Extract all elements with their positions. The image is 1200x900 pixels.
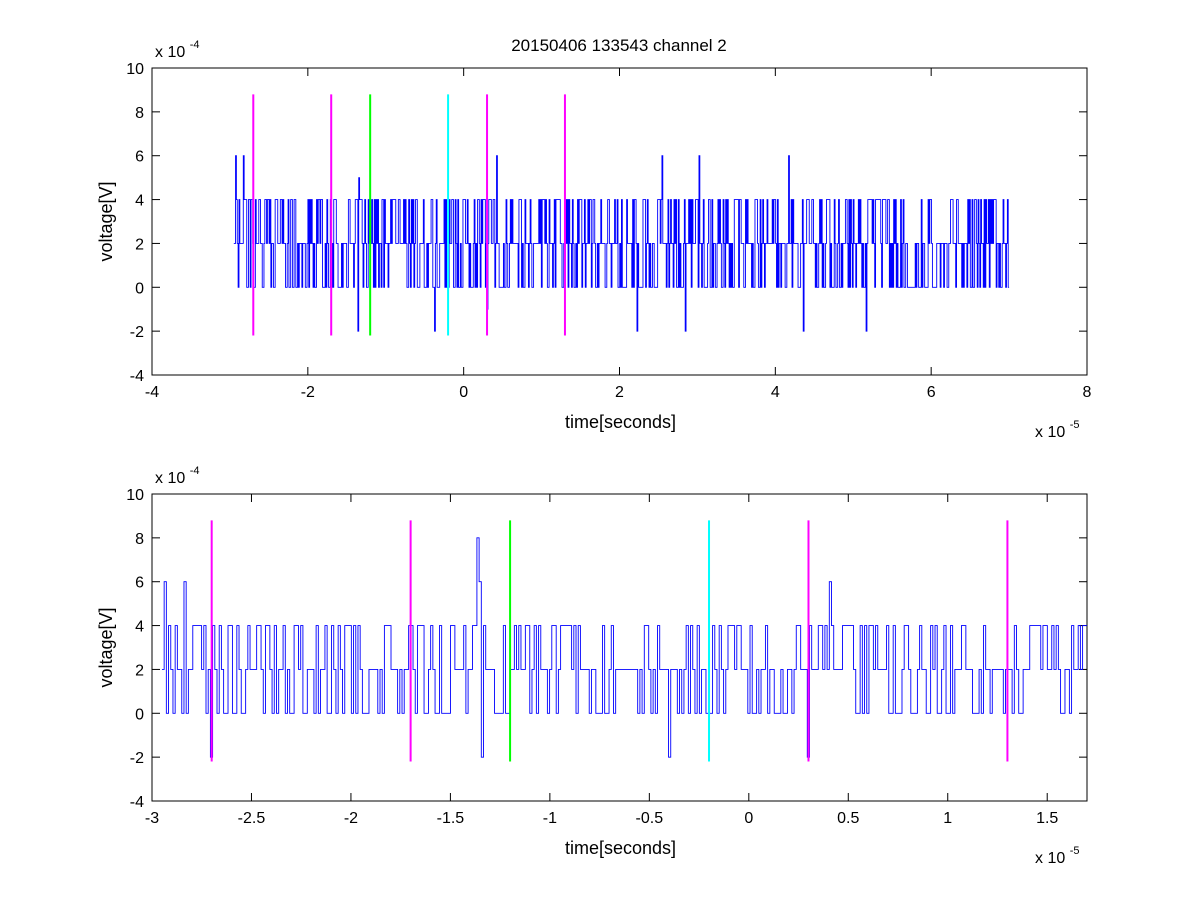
- data-layer: [161, 520, 1087, 762]
- y-tick-label: 8: [135, 531, 144, 548]
- y-tick-label: 10: [126, 61, 144, 78]
- y-tick-label: -4: [130, 368, 144, 385]
- top-plot: -4 -2 0 2 4 6 8 -4 -2 0 2 4 6 8 10 time[seconds] voltage…: [96, 39, 1092, 441]
- axes-box: [151, 493, 1088, 802]
- y-tick-label: 4: [135, 619, 144, 636]
- x-exponent-power: -5: [1070, 845, 1080, 857]
- x-tick-label: 6: [927, 384, 936, 401]
- x-tick-label: -2.5: [238, 810, 266, 827]
- y-tick-label: 8: [135, 105, 144, 122]
- x-tick-label: 1: [943, 810, 952, 827]
- voltage-trace: [161, 537, 1087, 758]
- y-exponent-power: -4: [190, 39, 200, 51]
- y-tick-label: 0: [135, 706, 144, 723]
- y-exponent-power: -4: [190, 465, 200, 477]
- x-tick-label: 0.5: [837, 810, 859, 827]
- y-tick-label: 6: [135, 149, 144, 166]
- x-tick-label: 8: [1083, 384, 1092, 401]
- bottom-plot: -3 -2.5 -2 -1.5 -1 -0.5 0 0.5 1 1.5 -4 -2 0 2 4 6 8 10 tim…: [96, 465, 1088, 867]
- x-tick-label: 0: [459, 384, 468, 401]
- x-exponent-label: x 10 -5: [1035, 845, 1079, 867]
- x-tick-label: -1.5: [437, 810, 465, 827]
- x-exponent-power: -5: [1070, 419, 1080, 431]
- x-tick-label: 0: [744, 810, 753, 827]
- voltage-trace: [233, 155, 1010, 332]
- y-exponent-label: x 10 -4: [155, 465, 199, 487]
- y-tick-label: 4: [135, 193, 144, 210]
- y-tick-label: 0: [135, 280, 144, 297]
- x-tick-label: -0.5: [636, 810, 664, 827]
- y-tick-label: 6: [135, 575, 144, 592]
- y-tick-label: 10: [126, 487, 144, 504]
- x-tick-label: -1: [543, 810, 557, 827]
- x-tick-label: -2: [344, 810, 358, 827]
- x-exponent-label: x 10 -5: [1035, 419, 1079, 441]
- y-tick-label: -2: [130, 750, 144, 767]
- y-tick-label: 2: [135, 236, 144, 253]
- y-tick-label: -2: [130, 324, 144, 341]
- x-axis-label: time[seconds]: [565, 412, 676, 432]
- y-tick-label: -4: [130, 794, 144, 811]
- figure-title: 20150406 133543 channel 2: [511, 36, 727, 55]
- x-tick-label: 1.5: [1036, 810, 1058, 827]
- x-tick-label: -4: [145, 384, 159, 401]
- x-tick-label: 2: [615, 384, 624, 401]
- x-tick-label: 4: [771, 384, 780, 401]
- x-tick-label: -3: [145, 810, 159, 827]
- x-tick-label: -2: [301, 384, 315, 401]
- data-layer: [233, 94, 1010, 336]
- y-tick-label: 2: [135, 662, 144, 679]
- y-exponent-label: x 10 -4: [155, 39, 199, 61]
- y-axis-label: voltage[V]: [96, 607, 116, 687]
- x-axis-label: time[seconds]: [565, 838, 676, 858]
- y-axis-label: voltage[V]: [96, 181, 116, 261]
